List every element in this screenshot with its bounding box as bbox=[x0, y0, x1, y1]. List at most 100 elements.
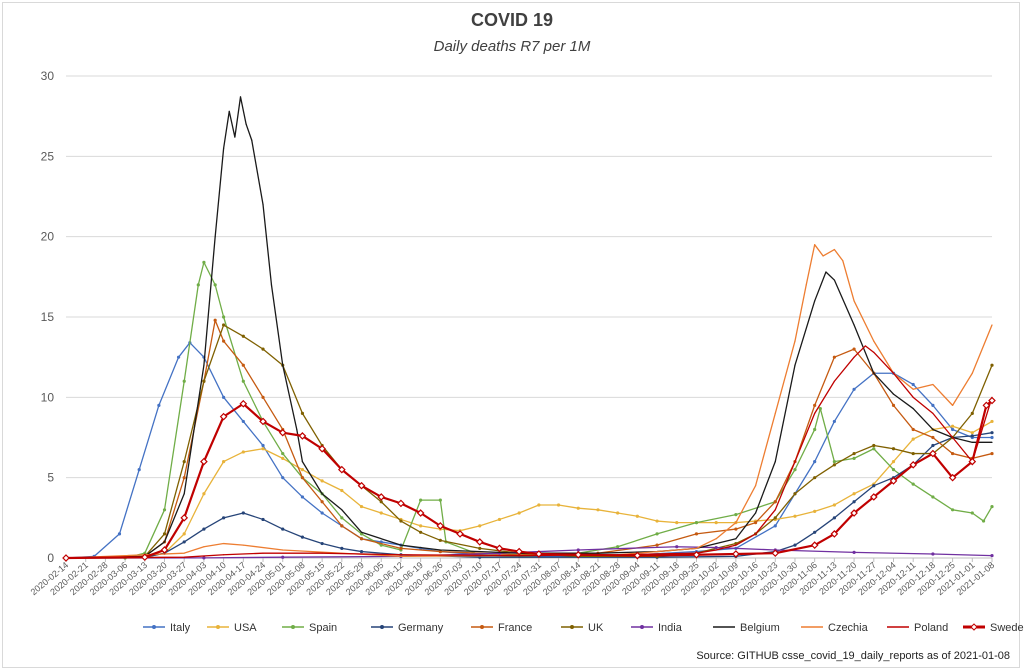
data-point bbox=[239, 96, 242, 98]
data-point bbox=[241, 511, 245, 515]
legend-label: Spain bbox=[309, 622, 337, 634]
legend-label: France bbox=[498, 622, 532, 634]
data-point bbox=[813, 476, 817, 480]
data-point bbox=[228, 110, 230, 112]
data-point bbox=[833, 380, 835, 382]
data-point bbox=[675, 545, 679, 549]
data-point bbox=[222, 460, 226, 464]
data-point bbox=[183, 556, 185, 558]
data-point bbox=[160, 546, 169, 554]
data-point bbox=[833, 248, 835, 251]
series-line bbox=[65, 432, 993, 559]
data-point bbox=[850, 509, 858, 517]
data-point bbox=[891, 403, 896, 407]
data-point bbox=[735, 522, 737, 524]
data-point bbox=[223, 554, 225, 556]
data-point bbox=[574, 550, 583, 559]
legend-label: Germany bbox=[398, 622, 444, 634]
series-lines bbox=[62, 96, 996, 562]
legend-item-germany: Germany bbox=[371, 622, 444, 634]
data-point bbox=[991, 441, 993, 443]
data-point bbox=[416, 509, 425, 517]
data-point bbox=[259, 417, 267, 426]
data-point bbox=[399, 546, 403, 550]
data-point bbox=[971, 441, 973, 443]
series-italy bbox=[64, 341, 994, 560]
legend-marker bbox=[291, 625, 295, 629]
data-point bbox=[633, 551, 642, 560]
data-point bbox=[438, 498, 442, 502]
data-point bbox=[182, 460, 186, 464]
data-point bbox=[830, 530, 839, 538]
data-point bbox=[852, 456, 856, 460]
y-axis-ticks: 0 5 10 15 20 25 30 bbox=[41, 69, 55, 565]
data-point bbox=[300, 411, 305, 415]
chart-subtitle: Daily deaths R7 per 1M bbox=[433, 38, 591, 55]
data-point bbox=[734, 527, 738, 531]
series-line bbox=[65, 546, 993, 559]
data-point bbox=[832, 419, 836, 424]
legend-marker bbox=[970, 623, 978, 631]
data-point bbox=[576, 506, 580, 510]
data-point bbox=[813, 427, 817, 432]
data-point bbox=[300, 476, 305, 480]
data-point bbox=[675, 521, 679, 525]
data-point bbox=[270, 284, 273, 286]
data-point bbox=[892, 372, 895, 374]
data-point bbox=[163, 541, 166, 543]
legend-label: Poland bbox=[914, 622, 948, 634]
data-point bbox=[379, 511, 383, 515]
data-point bbox=[222, 516, 226, 520]
data-point bbox=[400, 544, 402, 546]
data-point bbox=[597, 552, 599, 554]
series-france bbox=[64, 318, 994, 560]
data-point bbox=[262, 203, 264, 206]
data-point bbox=[872, 447, 876, 451]
y-tick-label: 0 bbox=[47, 551, 54, 565]
data-point bbox=[873, 372, 875, 374]
data-point bbox=[515, 547, 523, 556]
data-point bbox=[990, 451, 994, 456]
series-india bbox=[64, 545, 994, 560]
data-point bbox=[321, 552, 323, 554]
data-point bbox=[281, 451, 285, 456]
data-point bbox=[734, 513, 738, 517]
data-point bbox=[872, 484, 876, 488]
data-point bbox=[379, 500, 383, 504]
data-point bbox=[399, 519, 403, 523]
data-point bbox=[222, 395, 226, 399]
data-point bbox=[732, 550, 740, 558]
data-point bbox=[239, 399, 248, 408]
series-usa bbox=[64, 419, 994, 560]
data-point bbox=[282, 364, 284, 366]
data-point bbox=[970, 411, 974, 415]
legend-marker bbox=[380, 625, 384, 629]
data-point bbox=[341, 509, 343, 511]
data-point bbox=[234, 136, 236, 138]
data-point bbox=[176, 355, 181, 359]
data-point bbox=[814, 244, 816, 246]
data-point bbox=[864, 345, 866, 347]
data-point bbox=[842, 260, 844, 262]
data-point bbox=[222, 339, 226, 343]
data-point bbox=[932, 428, 934, 431]
legend-item-spain: Spain bbox=[282, 622, 337, 634]
data-point bbox=[360, 531, 363, 533]
data-point bbox=[301, 461, 304, 463]
data-point bbox=[852, 500, 856, 504]
data-point bbox=[436, 522, 445, 530]
data-point bbox=[753, 521, 758, 525]
data-point bbox=[735, 538, 737, 540]
legend-marker bbox=[480, 625, 484, 629]
data-point bbox=[694, 532, 699, 536]
y-tick-label: 15 bbox=[41, 310, 55, 324]
data-point bbox=[162, 532, 167, 536]
data-point bbox=[773, 516, 777, 520]
data-point bbox=[183, 552, 185, 554]
legend-item-usa: USA bbox=[207, 622, 257, 634]
y-tick-label: 5 bbox=[47, 471, 54, 485]
data-point bbox=[518, 554, 520, 557]
data-point bbox=[692, 550, 701, 559]
data-point bbox=[735, 544, 737, 546]
